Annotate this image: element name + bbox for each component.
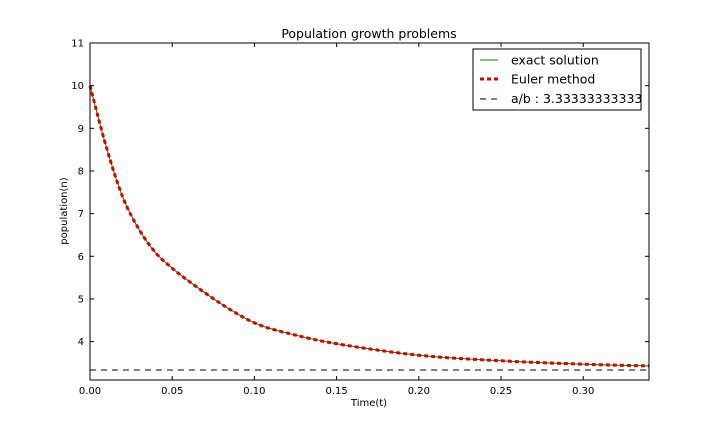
legend-label-exact-solution: exact solution — [511, 53, 599, 68]
legend: exact solution Euler method a/b : 3.3333… — [472, 48, 642, 111]
x-tick-label: 0.00 — [79, 386, 101, 397]
y-tick-label: 11 — [71, 39, 84, 50]
x-axis: 0.00 0.05 0.10 0.15 0.20 0.25 0.30 — [79, 43, 594, 397]
x-tick-label: 0.15 — [325, 386, 347, 397]
x-tick-label: 0.30 — [572, 386, 594, 397]
legend-label-euler-method: Euler method — [511, 72, 595, 87]
y-tick-label: 6 — [78, 252, 84, 263]
x-tick-label: 0.05 — [161, 386, 183, 397]
y-axis-label: population(n) — [59, 177, 70, 244]
y-axis: 4 5 6 7 8 9 10 11 — [71, 39, 649, 348]
series-line-euler-method — [88, 85, 650, 368]
x-tick-label: 0.20 — [408, 386, 430, 397]
y-tick-label: 9 — [78, 124, 84, 135]
legend-box — [472, 48, 642, 111]
x-tick-label: 0.25 — [490, 386, 512, 397]
y-tick-label: 7 — [78, 209, 84, 220]
x-tick-label: 0.10 — [243, 386, 265, 397]
series-layer — [88, 85, 650, 371]
y-tick-label: 4 — [78, 337, 84, 348]
chart-title: Population growth problems — [281, 26, 456, 41]
plot-frame — [89, 42, 650, 381]
legend-label-asymptote: a/b : 3.33333333333 — [511, 91, 642, 106]
y-tick-label: 5 — [78, 294, 84, 305]
y-tick-label: 8 — [78, 166, 84, 177]
y-tick-label: 10 — [71, 81, 84, 92]
x-axis-label: Time(t) — [350, 398, 387, 409]
